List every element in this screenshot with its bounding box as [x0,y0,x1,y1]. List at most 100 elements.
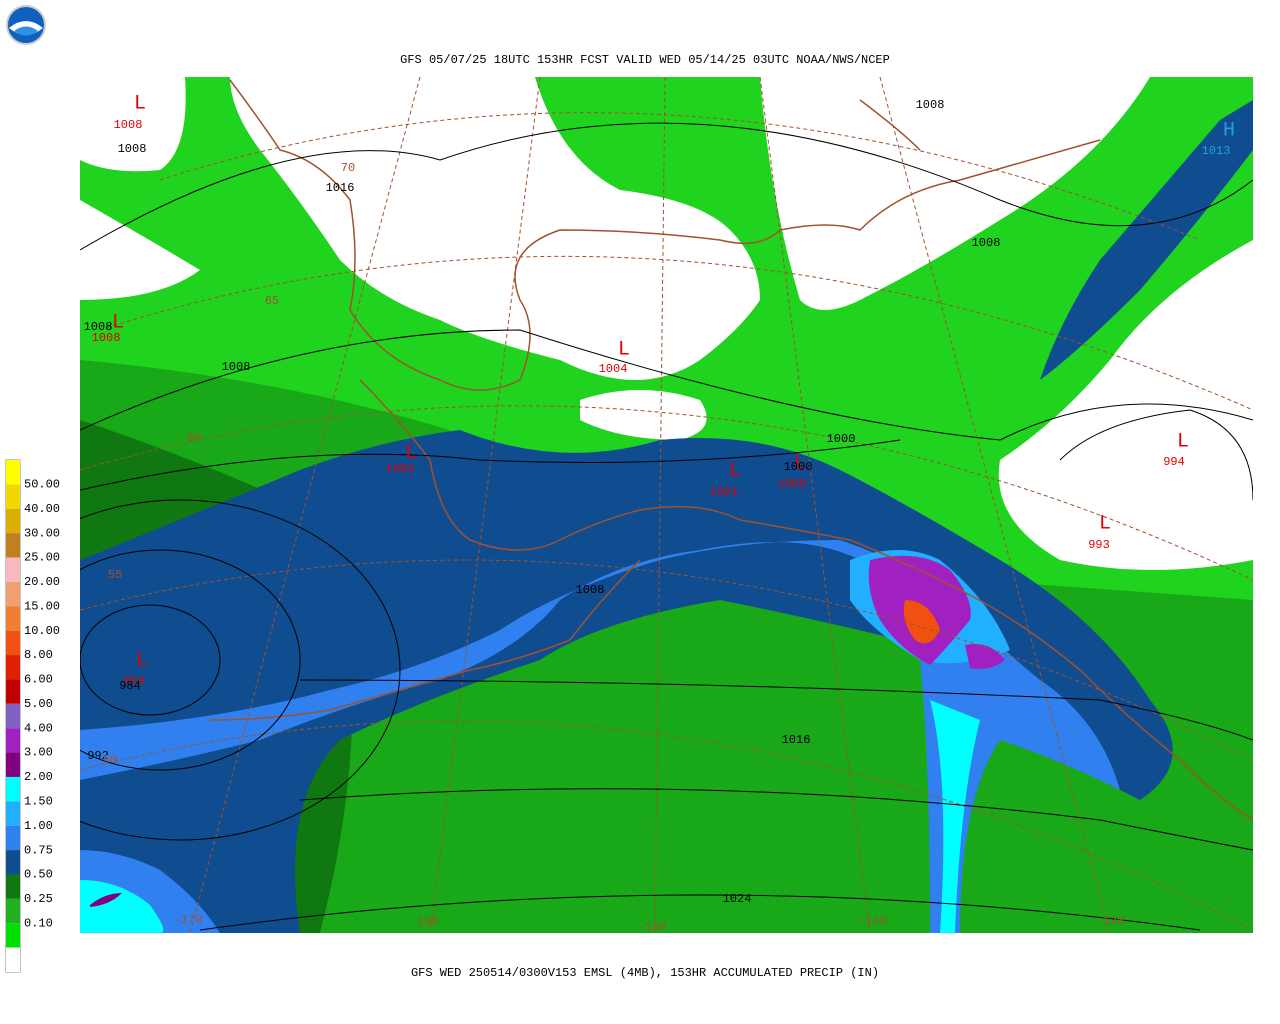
legend-label: 25.00 [24,551,60,565]
isobar-label: 1016 [782,733,811,747]
graticule-label: -140 [858,914,887,928]
legend-swatch [6,923,20,948]
legend-label: 30.00 [24,526,60,540]
green-region [520,640,900,933]
legend-label: 50.00 [24,478,60,492]
isobar-label: 1008 [222,360,251,374]
legend-swatch [6,874,20,899]
legend-swatch [6,825,20,851]
graticule-label: -130 [1096,914,1125,928]
isobar-label: 1008 [84,320,113,334]
graticule [80,77,1253,933]
legend-swatch [6,679,20,704]
dry-area [80,200,200,300]
pressure-symbol: L [1099,512,1111,535]
legend-swatch [6,898,20,924]
pressure-symbol: L [112,311,124,334]
precip-band [80,880,164,933]
pressure-value: 984 [123,674,145,688]
dry-area [230,77,760,380]
pressure-value: 1008 [92,331,121,345]
isobar-label: 1024 [723,892,752,906]
pressure-symbol: L [405,441,417,464]
isobar-label: 1008 [916,98,945,112]
legend-swatch [6,947,20,972]
pressure-value: 1000 [778,477,807,491]
legend-label: 6.00 [24,673,53,687]
legend-label: 20.00 [24,575,60,589]
isobar-label: 992 [87,749,109,763]
pressure-value: 1008 [114,118,143,132]
isobar-label: 1008 [972,236,1001,250]
isobar-label: 1008 [576,583,605,597]
legend-label: 1.00 [24,819,53,833]
legend-label: 15.00 [24,599,60,613]
graticule-label: 65 [265,294,279,308]
legend-label: 0.50 [24,868,53,882]
dry-area [580,390,707,440]
legend-swatch [6,484,20,509]
graticule-label: 55 [108,568,122,582]
isobar-label: 1008 [118,142,147,156]
pressure-value: 1002 [386,462,415,476]
legend-label: 0.75 [24,843,53,857]
graticule-label: 180 [417,915,439,929]
legend-label: 8.00 [24,648,53,662]
precip-band [1040,100,1253,380]
map-caption: GFS WED 250514/0300V153 EMSL (4MB), 153H… [411,966,879,980]
isobar-label: 984 [119,679,141,693]
graticule-label: 70 [341,161,355,175]
legend-label: 0.25 [24,892,53,906]
pressure-symbol: L [794,452,806,475]
legend-label: 1.50 [24,795,53,809]
legend-swatch [6,728,20,753]
legend-swatch [6,630,20,656]
legend-label: 10.00 [24,624,60,638]
isobar-label: 1000 [827,432,856,446]
precip-band [930,700,980,933]
isobars [80,122,1253,931]
precip-core [90,893,122,907]
legend-swatch [6,508,20,534]
precip-core [903,600,940,644]
pressure-symbol: H [1223,119,1235,142]
legend-swatch [6,533,20,558]
pressure-symbol: L [1177,430,1189,453]
isobar-label: 1016 [326,181,355,195]
pressure-value: 1004 [599,362,628,376]
legend-swatch [6,581,20,607]
legend-swatch [6,606,20,631]
pressure-symbol: L [729,459,741,482]
pressure-symbol: L [134,92,146,115]
legend-label: 0.10 [24,916,53,930]
graticule-label: -150 [638,920,667,934]
legend-swatch [6,557,20,582]
legend-label: 40.00 [24,502,60,516]
legend-swatch [6,460,20,485]
precip-core [965,644,1005,669]
pressure-symbol: L [618,338,630,361]
pressure-value: 1001 [710,485,739,499]
dry-area [80,77,186,172]
graticule-label: 50 [103,753,117,767]
pressure-value: 1013 [1202,144,1231,158]
graticule-label: -170 [174,913,203,927]
dry-area [760,77,1150,310]
map [80,77,1253,933]
legend-swatch [6,752,20,777]
pressure-symbol: L [136,649,148,672]
graticule-label: 60 [187,431,201,445]
isobar-label: 1000 [784,460,813,474]
legend-label: 4.00 [24,721,53,735]
legend-swatch [6,655,20,680]
legend-label: 2.00 [24,770,53,784]
noaa-logo [6,5,46,45]
pressure-value: 994 [1163,455,1185,469]
pressure-value: 993 [1088,538,1110,552]
map-title: GFS 05/07/25 18UTC 153HR FCST VALID WED … [400,53,890,67]
legend-label: 5.00 [24,697,53,711]
coastlines [209,79,1253,821]
legend-swatch [6,703,20,729]
legend-swatch [6,801,20,826]
